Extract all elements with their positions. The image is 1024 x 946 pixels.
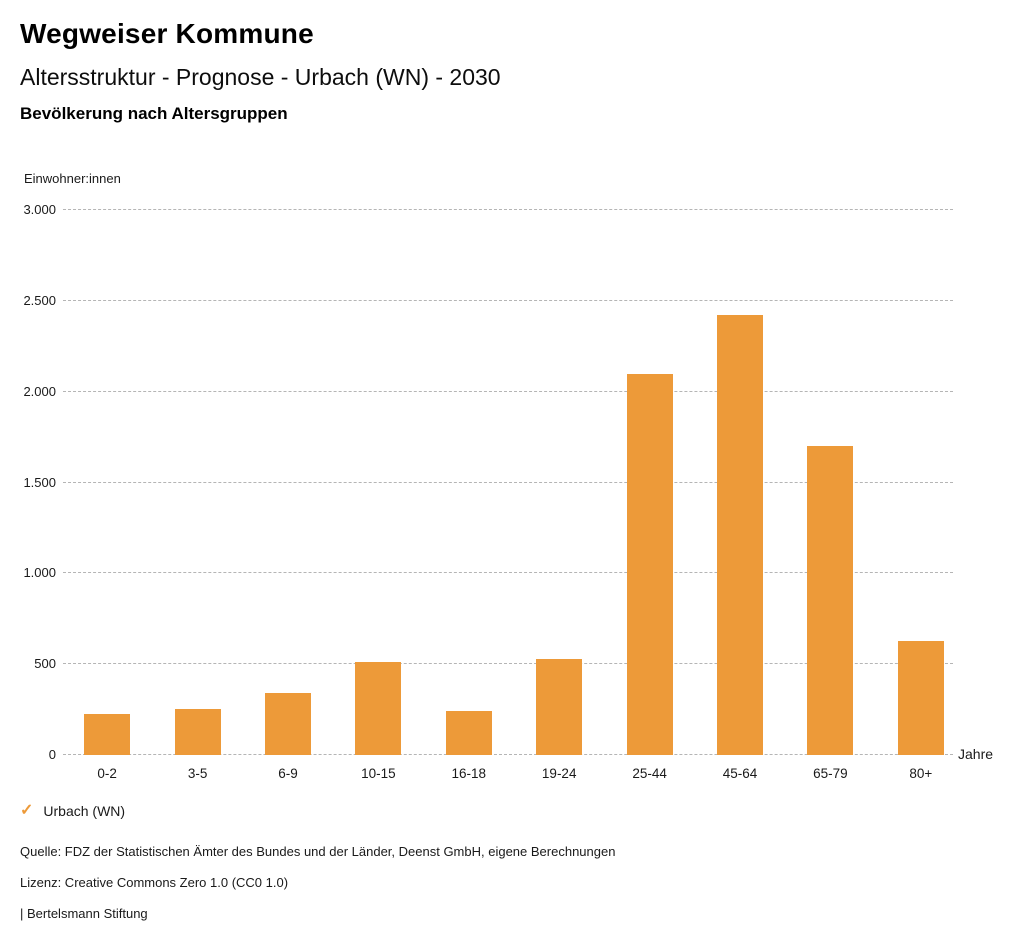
gridline	[63, 390, 953, 392]
x-tick-label: 6-9	[278, 766, 298, 781]
x-tick-label: 65-79	[813, 766, 848, 781]
x-tick-label: 19-24	[541, 766, 577, 781]
bar-25-44[interactable]	[626, 373, 673, 755]
x-axis-title: Jahre	[958, 746, 994, 762]
bar-3-5[interactable]	[174, 708, 221, 755]
y-tick-label: 0	[48, 747, 56, 762]
y-tick-label: 1.500	[23, 474, 56, 490]
y-tick-label: 2.500	[23, 292, 56, 308]
x-axis-labels: 0-2 3-5 6-9 10-15 16-18 19-24 25-44 45-64 65-79 8…	[62, 766, 966, 784]
footer-source: Quelle: FDZ der Statistischen Ämter des …	[20, 844, 616, 859]
gridline	[63, 572, 953, 574]
legend-item-urbach[interactable]: ✓ Urbach (WN)	[20, 802, 126, 820]
x-tick-label: 45-64	[722, 766, 758, 781]
y-tick-label: 500	[34, 656, 56, 672]
bar-6-9[interactable]	[265, 693, 311, 755]
legend-label: Urbach (WN)	[43, 803, 126, 819]
bar-45-64[interactable]	[717, 315, 763, 755]
check-icon: ✓	[20, 802, 34, 819]
y-tick-label: 1.000	[23, 565, 56, 581]
page-subtitle: Altersstruktur - Prognose - Urbach (WN) …	[20, 64, 501, 90]
gridline	[63, 209, 953, 210]
y-tick-label: 3.000	[23, 202, 56, 217]
x-tick-label: 25-44	[632, 766, 667, 781]
gridline	[63, 299, 953, 301]
footer-license: Lizenz: Creative Commons Zero 1.0 (CC0 1…	[20, 875, 289, 890]
x-tick-label: 0-2	[97, 766, 117, 781]
bar-10-15[interactable]	[355, 662, 402, 755]
page-title: Wegweiser Kommune	[20, 18, 314, 49]
gridline-layer	[63, 209, 953, 755]
bar-80+[interactable]	[897, 640, 944, 755]
chart-heading: Bevölkerung nach Altersgruppen	[20, 104, 288, 123]
gridline	[63, 754, 953, 755]
bar-layer	[62, 210, 966, 755]
bar-19-24[interactable]	[536, 658, 583, 755]
y-axis-title: Einwohner:innen	[24, 171, 121, 186]
gridline	[63, 481, 953, 483]
bar-65-79[interactable]	[807, 446, 854, 755]
x-tick-label: 16-18	[451, 766, 487, 781]
footer-attribution: | Bertelsmann Stiftung	[20, 906, 148, 921]
bar-0-2[interactable]	[84, 714, 131, 755]
bar-16-18[interactable]	[445, 710, 492, 755]
x-tick-label: 80+	[909, 766, 933, 781]
x-tick-label: 10-15	[361, 766, 396, 781]
x-tick-label: 3-5	[187, 766, 208, 781]
y-tick-label: 2.000	[23, 383, 56, 399]
gridline	[63, 663, 953, 665]
